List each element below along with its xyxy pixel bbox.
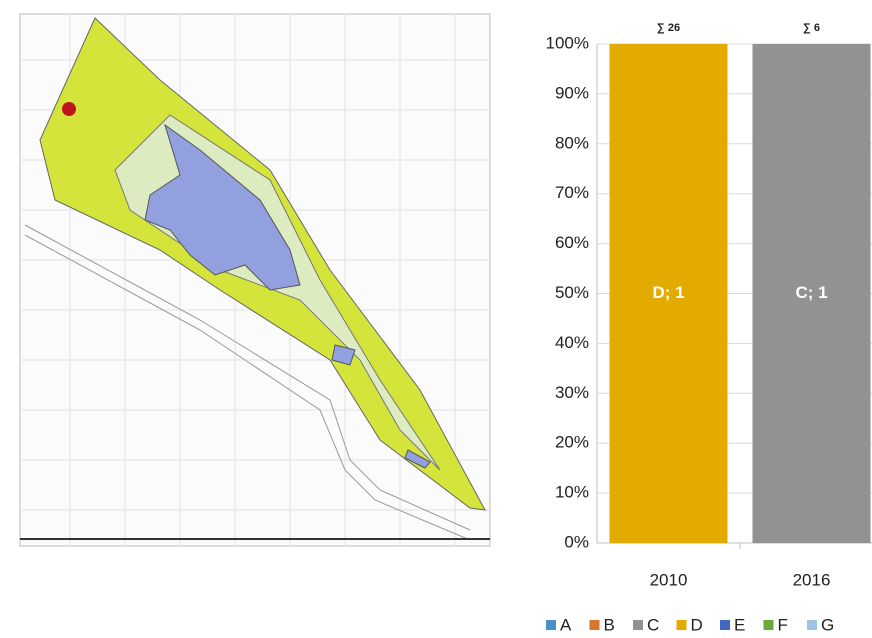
site-map <box>19 13 491 547</box>
value-label: D; 1 <box>652 283 684 302</box>
y-tick-label: 60% <box>555 233 589 252</box>
y-tick-label: 100% <box>546 33 589 52</box>
y-tick-label: 30% <box>555 383 589 402</box>
legend-label: C <box>647 615 659 634</box>
total-label: ∑ 6 <box>803 22 820 34</box>
legend-label: F <box>778 615 788 634</box>
legend-swatch <box>589 620 600 630</box>
bar-segment <box>609 44 728 543</box>
y-tick-label: 0% <box>564 532 589 551</box>
legend-swatch <box>720 620 730 630</box>
legend-swatch <box>633 620 643 630</box>
y-tick-label: 90% <box>555 83 589 102</box>
total-label: ∑ 26 <box>657 22 680 34</box>
x-tick-label: 2010 <box>650 570 688 589</box>
y-tick-label: 10% <box>555 483 589 502</box>
legend-swatch <box>807 620 817 630</box>
legend-label: B <box>604 615 615 634</box>
legend-swatch <box>763 620 774 630</box>
y-tick-label: 50% <box>555 283 589 302</box>
legend-swatch <box>676 620 687 630</box>
y-tick-label: 80% <box>555 133 589 152</box>
value-label: C; 1 <box>795 283 827 302</box>
legend-label: G <box>821 615 834 634</box>
x-tick-label: 2016 <box>793 570 831 589</box>
y-tick-label: 20% <box>555 433 589 452</box>
legend-label: E <box>734 615 745 634</box>
legend-swatch <box>546 620 556 630</box>
y-tick-label: 40% <box>555 333 589 352</box>
bar-segment <box>752 44 871 543</box>
y-tick-label: 70% <box>555 183 589 202</box>
legend-label: D <box>691 615 703 634</box>
legend-label: A <box>560 615 572 634</box>
